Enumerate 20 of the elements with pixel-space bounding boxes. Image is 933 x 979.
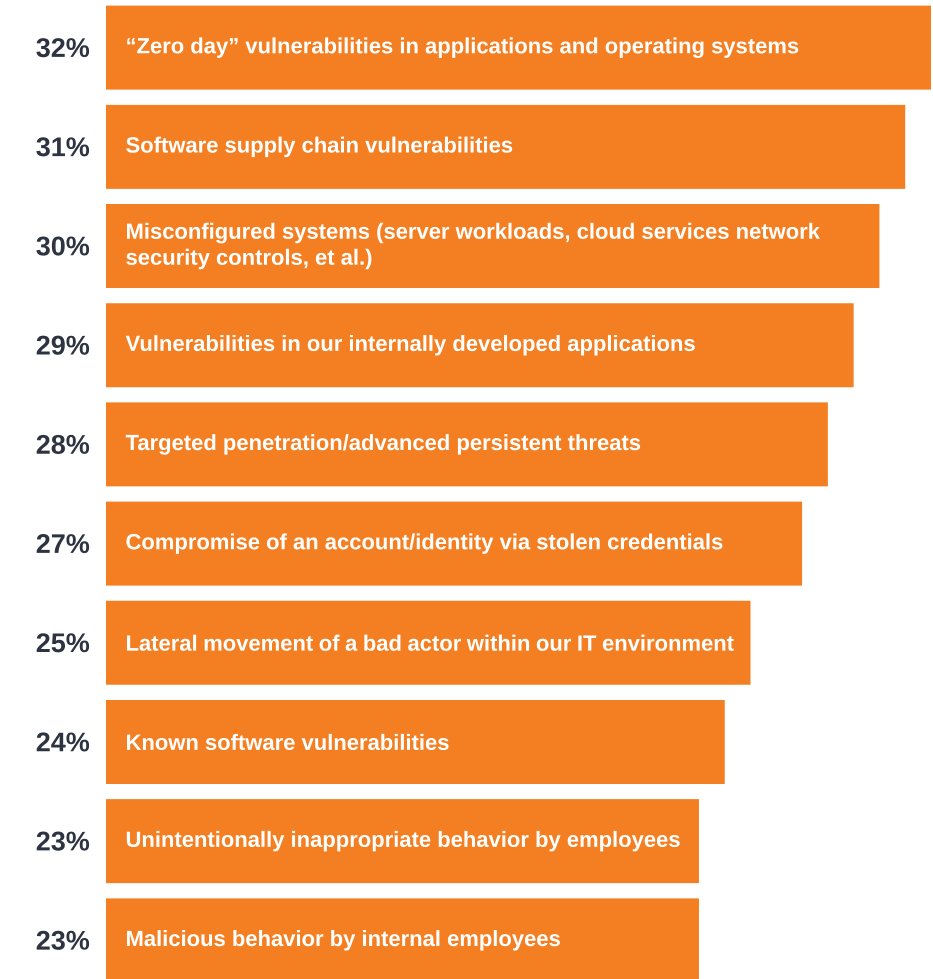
data-label: 25% (36, 633, 90, 652)
y-tick-label: Lateral movement of a bad actor within our IT environment (127, 634, 734, 651)
y-tick-label: “Zero day” vulnerabilities in applications and operating systems (127, 37, 798, 58)
y-tick-label: Targeted penetration/advanced persistent threats (126, 434, 640, 455)
data-label: 28% (36, 434, 90, 454)
data-label: 27% (36, 534, 90, 554)
y-tick-label: Known software vulnerabilities (127, 734, 449, 750)
data-label: 30% (36, 236, 90, 256)
y-tick-label: Unintentionally inappropriate behavior by employees (126, 830, 680, 852)
data-label: 23% (36, 832, 90, 851)
data-label: 23% (36, 930, 90, 950)
y-tick-label: Malicious behavior by internal employees (127, 930, 560, 951)
data-label: 29% (36, 336, 90, 355)
data-label: 32% (36, 38, 90, 58)
data-label: 31% (36, 137, 90, 156)
data-label: 24% (36, 732, 90, 752)
y-tick-label: Compromise of an account/identity via stolen credentials (126, 533, 722, 554)
y-tick-label: Misconfigured systems (server workloads, cloud services network security controls, et al.) (126, 222, 820, 270)
y-tick-label: Vulnerabilities in our internally developed applications (126, 334, 695, 356)
y-tick-label: Software supply chain vulnerabilities (126, 136, 512, 158)
